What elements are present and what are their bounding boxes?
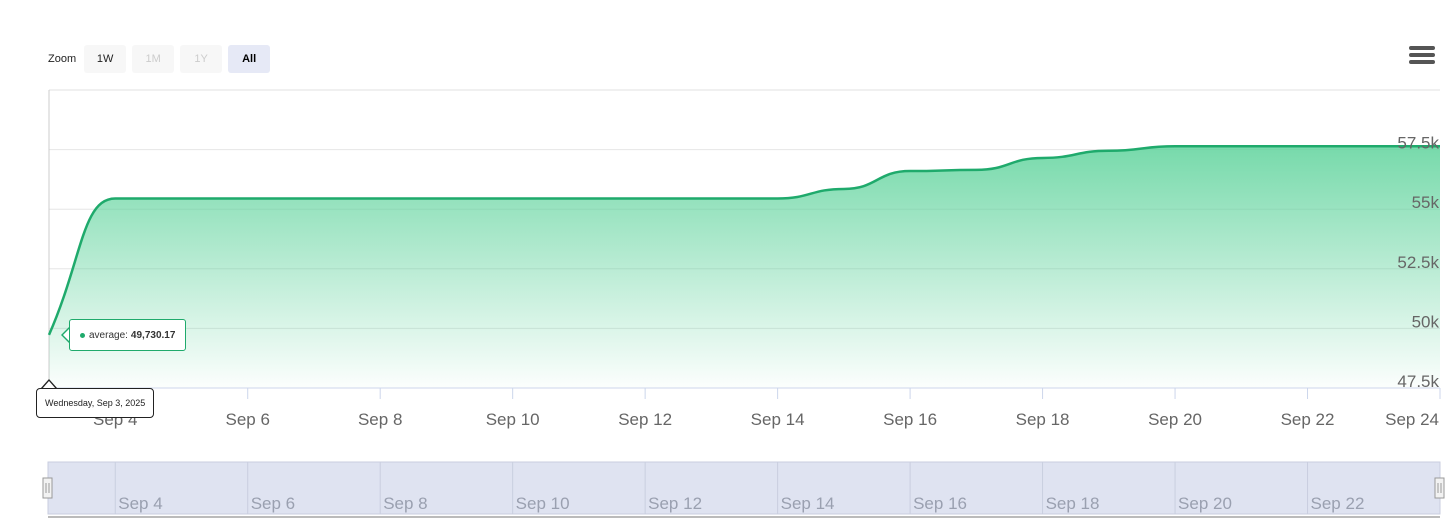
navigator: Sep 4 Sep 6 Sep 8 Sep 10 Sep 12 Sep 14 Sep 16 S… [42,461,1445,518]
navigator-tick-label: Sep 14 [781,494,835,513]
navigator-tick-label: Sep 18 [1046,494,1100,513]
y-tick-label: 55k [1412,193,1440,212]
navigator-left-handle[interactable] [42,477,53,499]
navigator-right-handle[interactable] [1434,477,1445,499]
x-axis-ticks: Sep 4 Sep 6 Sep 8 Sep 10 Sep 12 Sep 14 Sep 16 S… [93,388,1441,429]
x-tick-label: Sep 12 [618,410,672,429]
x-tick-label: Sep 6 [225,410,269,429]
crosshair-date-label: Wednesday, Sep 3, 2025 [36,388,155,418]
x-tick-label: Sep 22 [1281,410,1335,429]
series-line [47,145,1440,336]
hamburger-menu-icon[interactable] [1409,46,1435,68]
navigator-tick-label: Sep 12 [648,494,702,513]
series-marker-icon [80,332,85,338]
x-tick-label: Sep 8 [358,410,402,429]
navigator-window[interactable] [47,461,1441,515]
x-tick-label: Sep 16 [883,410,937,429]
data-tooltip: average: 49,730.17 [69,319,187,351]
zoom-label: Zoom [48,53,77,65]
x-tick-label: Sep 18 [1016,410,1070,429]
navigator-tick-label: Sep 16 [913,494,967,513]
navigator-tick-label: Sep 6 [251,494,295,513]
navigator-tick-label: Sep 4 [118,494,162,513]
navigator-tick-label: Sep 22 [1311,494,1365,513]
zoom-1w-button[interactable]: 1W [84,45,127,73]
x-tick-label: Sep 14 [751,410,805,429]
navigator-tick-label: Sep 10 [516,494,570,513]
zoom-1m-button[interactable]: 1M [132,45,175,73]
tooltip-value: 49,730.17 [130,329,176,341]
y-tick-label: 57.5k [1397,134,1439,153]
navigator-tick-label: Sep 20 [1178,494,1232,513]
y-axis-ticks: 47.5k 50k 52.5k 55k 57.5k [1397,134,1439,391]
series-area-fill [49,146,1440,388]
tooltip-series-label: average: [89,329,128,341]
y-tick-label: 52.5k [1397,253,1439,272]
y-tick-label: 47.5k [1397,372,1439,391]
x-tick-label: Sep 24 [1385,410,1439,429]
y-tick-label: 50k [1412,312,1440,331]
zoom-1y-button[interactable]: 1Y [180,45,223,73]
x-tick-label: Sep 20 [1148,410,1202,429]
navigator-tick-label: Sep 8 [383,494,427,513]
x-tick-label: Sep 10 [486,410,540,429]
zoom-bar: Zoom 1W 1M 1Y All [48,45,271,73]
zoom-all-button[interactable]: All [228,45,271,73]
